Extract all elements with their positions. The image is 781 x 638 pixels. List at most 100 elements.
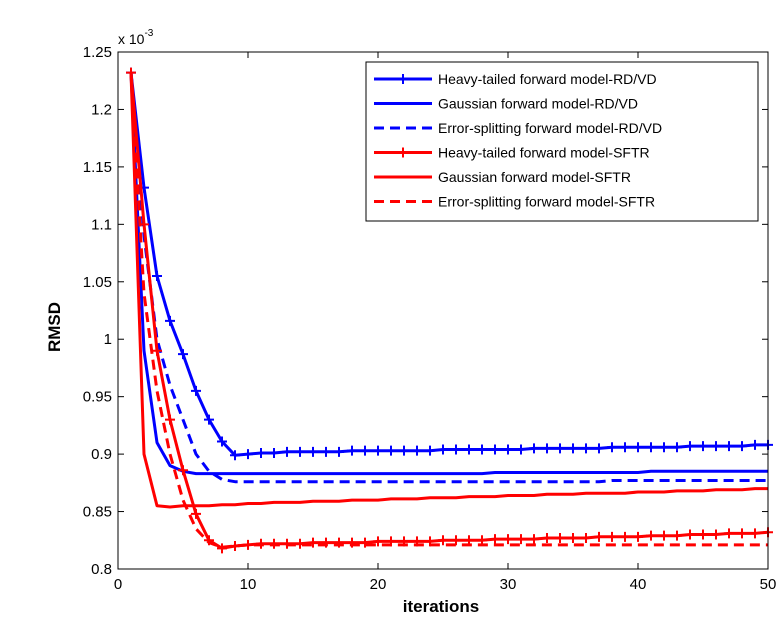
data-point-marker xyxy=(711,441,721,452)
data-point-marker xyxy=(178,349,188,360)
axes-layer: 0 10 20 30 40 50 0.8 0.85 0.9 0.95 1 1.05 1.1 1.15 1.2… xyxy=(83,44,777,593)
series-6 xyxy=(129,72,768,549)
data-point-marker xyxy=(633,531,643,542)
y-multiplier-exponent: -3 xyxy=(144,28,153,39)
data-point-marker xyxy=(425,445,435,456)
data-point-marker xyxy=(568,443,578,454)
legend-marker xyxy=(398,74,408,84)
y-multiplier-label: x 10-3 xyxy=(118,28,154,47)
data-point-marker xyxy=(477,444,487,455)
data-point-marker xyxy=(295,446,305,457)
legend-entry: Error-splitting forward model-SFTR xyxy=(374,194,655,210)
x-tick-label: 0 xyxy=(114,576,122,593)
data-point-marker xyxy=(308,446,318,457)
y-tick-label: 0.8 xyxy=(91,561,112,578)
data-point-marker xyxy=(204,414,214,425)
legend-entry: Gaussian forward model-SFTR xyxy=(374,169,631,185)
data-point-marker xyxy=(555,443,565,454)
data-point-marker xyxy=(399,445,409,456)
data-point-marker xyxy=(360,445,370,456)
x-tick-label: 40 xyxy=(630,576,647,593)
data-point-marker xyxy=(360,537,370,548)
data-point-marker xyxy=(178,465,188,476)
data-point-marker xyxy=(308,537,318,548)
series-5 xyxy=(129,72,768,509)
y-tick-label: 1.15 xyxy=(83,159,112,176)
data-point-marker xyxy=(711,529,721,540)
data-point-marker xyxy=(321,446,331,457)
data-point-marker xyxy=(464,444,474,455)
y-tick-label: 0.85 xyxy=(83,504,112,521)
data-point-marker xyxy=(620,442,630,453)
series-3 xyxy=(129,72,768,484)
data-point-marker xyxy=(542,443,552,454)
data-point-marker xyxy=(230,450,240,461)
legend-label: Heavy-tailed forward model-RD/VD xyxy=(438,71,657,87)
data-point-marker xyxy=(191,508,201,519)
data-point-marker xyxy=(503,444,513,455)
data-point-marker xyxy=(152,345,162,356)
series-layer xyxy=(126,67,773,554)
data-point-marker xyxy=(373,536,383,547)
data-point-marker xyxy=(347,445,357,456)
data-point-marker xyxy=(685,529,695,540)
legend-entry: Heavy-tailed forward model-RD/VD xyxy=(374,71,657,87)
x-tick-label: 50 xyxy=(760,576,777,593)
series-line xyxy=(129,72,768,509)
data-point-marker xyxy=(594,443,604,454)
x-axis-label: iterations xyxy=(403,597,480,616)
data-point-marker xyxy=(516,534,526,545)
data-point-marker xyxy=(412,445,422,456)
x-tick-label: 20 xyxy=(370,576,387,593)
data-point-marker xyxy=(386,445,396,456)
data-point-marker xyxy=(191,385,201,396)
data-point-marker xyxy=(256,447,266,458)
data-point-marker xyxy=(529,534,539,545)
data-point-marker xyxy=(750,528,760,539)
legend-entry: Error-splitting forward model-RD/VD xyxy=(374,120,662,136)
data-point-marker xyxy=(594,531,604,542)
legend-label: Gaussian forward model-SFTR xyxy=(438,169,631,185)
data-point-marker xyxy=(438,535,448,546)
data-point-marker xyxy=(646,442,656,453)
y-tick-label: 1.25 xyxy=(83,44,112,61)
y-tick-label: 1.05 xyxy=(83,274,112,291)
data-point-marker xyxy=(659,442,669,453)
data-point-marker xyxy=(737,528,747,539)
legend-marker xyxy=(398,147,408,158)
legend: Heavy-tailed forward model-RD/VD Gaussian… xyxy=(365,61,759,222)
y-tick-label: 0.95 xyxy=(83,389,112,406)
legend-label: Gaussian forward model-RD/VD xyxy=(438,96,638,112)
series-line xyxy=(129,72,768,484)
data-point-marker xyxy=(490,534,500,545)
data-point-marker xyxy=(451,444,461,455)
data-point-marker xyxy=(646,530,656,541)
data-point-marker xyxy=(555,532,565,543)
data-point-marker xyxy=(607,442,617,453)
data-point-marker xyxy=(529,443,539,454)
data-point-marker xyxy=(737,441,747,452)
data-point-marker xyxy=(490,444,500,455)
data-point-marker xyxy=(633,442,643,453)
data-point-marker xyxy=(685,441,695,452)
legend-box xyxy=(365,61,759,222)
data-point-marker xyxy=(672,442,682,453)
data-point-marker xyxy=(269,447,279,458)
data-point-marker xyxy=(750,439,760,450)
data-point-marker xyxy=(620,531,630,542)
data-point-marker xyxy=(438,444,448,455)
data-point-marker xyxy=(334,446,344,457)
series-2 xyxy=(129,72,768,476)
data-point-marker xyxy=(698,529,708,540)
legend-label: Error-splitting forward model-SFTR xyxy=(438,194,655,210)
data-point-marker xyxy=(724,528,734,539)
y-tick-label: 0.9 xyxy=(91,446,112,463)
data-point-marker xyxy=(581,443,591,454)
data-point-marker xyxy=(581,532,591,543)
legend-entry: Heavy-tailed forward model-SFTR xyxy=(374,145,650,161)
data-point-marker xyxy=(698,441,708,452)
data-point-marker xyxy=(217,436,227,447)
data-point-marker xyxy=(243,449,253,460)
